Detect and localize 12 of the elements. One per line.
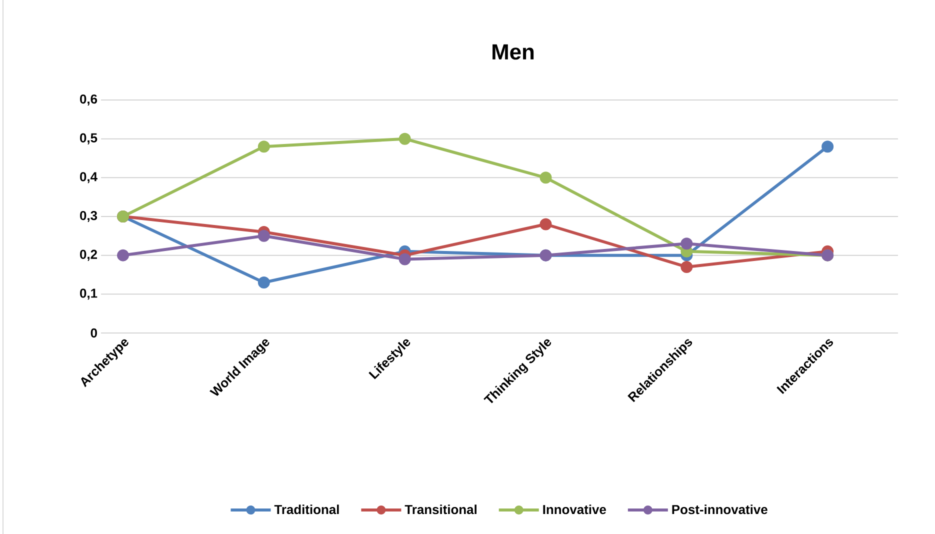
legend-label: Innovative: [543, 504, 606, 514]
legend-label: Traditional: [274, 504, 339, 514]
y-tick-label: 0,4: [80, 172, 98, 184]
y-tick-label: 0,3: [80, 210, 98, 222]
chart-title: Men: [492, 44, 534, 60]
y-tick-label: 0,5: [80, 133, 98, 144]
y-tick-label: 0,6: [80, 94, 98, 106]
y-tick-label: 0: [90, 328, 97, 338]
legend-label: Post-innovative: [672, 504, 768, 514]
y-tick-label: 0,1: [80, 288, 98, 300]
y-tick-label: 0,2: [80, 250, 97, 261]
legend-label: Transitional: [404, 504, 476, 514]
